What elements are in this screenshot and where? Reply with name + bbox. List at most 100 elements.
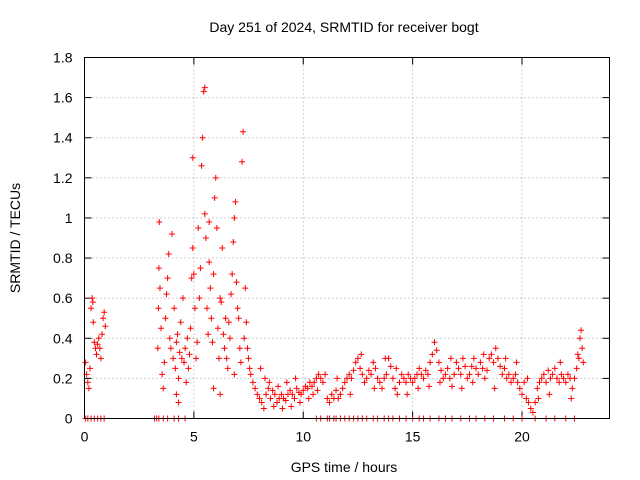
data-point (173, 339, 180, 346)
data-point (484, 367, 490, 374)
data-point (398, 371, 405, 378)
data-point (242, 285, 249, 292)
data-point (214, 325, 221, 332)
data-point (341, 379, 348, 386)
data-point (204, 305, 210, 312)
data-point (296, 399, 303, 406)
data-point (470, 355, 477, 362)
x-tick-label: 5 (190, 429, 198, 445)
data-point (100, 315, 107, 322)
data-point (365, 367, 372, 374)
data-point (219, 245, 226, 252)
data-point (178, 355, 185, 362)
data-point (201, 84, 208, 91)
data-point (387, 363, 394, 370)
data-point (382, 355, 389, 362)
data-point (429, 351, 436, 358)
data-point (543, 379, 550, 386)
data-point (208, 315, 215, 322)
data-point (529, 409, 536, 416)
data-point (444, 365, 451, 372)
data-point (319, 379, 326, 386)
data-point (191, 305, 198, 312)
data-point (354, 355, 361, 362)
data-point (363, 375, 370, 382)
data-point (350, 367, 357, 374)
data-point (513, 359, 520, 366)
data-point (536, 379, 543, 386)
data-point (359, 371, 366, 378)
data-point (427, 359, 434, 366)
data-point (546, 391, 553, 398)
data-point (468, 363, 475, 370)
data-point (233, 279, 240, 286)
y-tick-label: 1 (65, 210, 73, 226)
data-point (160, 385, 167, 392)
data-point (490, 359, 497, 366)
data-point (545, 367, 552, 374)
data-point (532, 399, 539, 406)
data-point (580, 359, 587, 366)
data-point (282, 397, 289, 404)
data-point (85, 385, 92, 392)
data-point (514, 379, 521, 386)
data-point (292, 375, 299, 382)
data-point (357, 365, 364, 372)
data-point (436, 379, 443, 386)
data-point (491, 385, 498, 392)
data-point (455, 365, 462, 372)
data-point (560, 375, 567, 382)
data-point (177, 319, 184, 326)
data-point (516, 385, 523, 392)
data-point (503, 375, 510, 382)
data-point (393, 365, 400, 372)
data-point (201, 210, 208, 217)
data-point (182, 345, 189, 352)
data-point (575, 355, 582, 362)
data-point (189, 154, 196, 161)
data-point (237, 359, 244, 366)
data-point (347, 391, 354, 398)
data-point (371, 385, 378, 392)
data-point (195, 224, 202, 231)
data-point (310, 391, 317, 398)
data-point (213, 224, 220, 231)
data-point (230, 239, 237, 246)
data-point (265, 385, 272, 392)
data-point (202, 235, 209, 241)
data-point (172, 365, 179, 372)
data-point (196, 295, 203, 302)
data-point (494, 355, 501, 362)
data-point (481, 375, 488, 382)
data-point (166, 335, 173, 342)
x-tick-label: 20 (514, 429, 530, 445)
data-point (94, 341, 101, 348)
data-point (256, 395, 263, 402)
data-point (288, 403, 295, 410)
y-tick-label: 0.4 (53, 330, 73, 346)
data-point (212, 174, 219, 181)
x-tick-label: 10 (295, 429, 311, 445)
data-point (175, 399, 182, 406)
data-point (519, 391, 525, 398)
data-point (261, 375, 268, 382)
data-point (101, 309, 108, 316)
data-point (475, 371, 482, 378)
data-point (469, 379, 476, 386)
data-point (228, 291, 235, 298)
data-point (394, 391, 401, 398)
data-point (220, 331, 227, 338)
data-point (211, 194, 218, 201)
data-point (339, 385, 346, 392)
data-point (82, 359, 89, 366)
data-point (568, 395, 575, 402)
data-point (207, 285, 214, 292)
data-point (358, 351, 365, 358)
data-point (88, 305, 95, 312)
data-point (400, 375, 407, 382)
data-point (464, 375, 471, 382)
data-point (374, 375, 381, 382)
data-point (458, 385, 465, 392)
data-point (300, 387, 307, 394)
